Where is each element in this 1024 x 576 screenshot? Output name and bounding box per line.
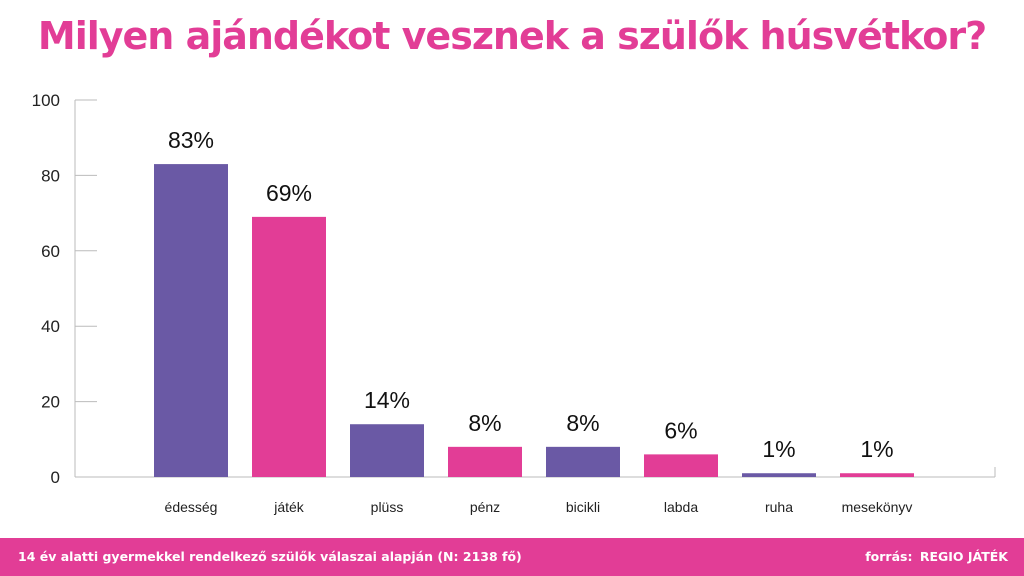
category-label: bicikli <box>566 499 600 515</box>
y-tick-label: 40 <box>41 317 60 336</box>
category-label: játék <box>273 499 305 515</box>
value-label: 6% <box>664 417 697 443</box>
y-tick-label: 60 <box>41 242 60 261</box>
value-label: 8% <box>566 410 599 436</box>
value-label: 69% <box>266 180 312 206</box>
value-label: 1% <box>762 436 795 462</box>
bar-6 <box>742 473 816 477</box>
bar-3 <box>448 446 522 477</box>
bar-4 <box>546 446 620 477</box>
category-label: labda <box>664 499 698 515</box>
y-tick-label: 0 <box>51 468 60 487</box>
category-label: mesekönyv <box>842 499 913 515</box>
bar-7 <box>840 473 914 477</box>
category-label: plüss <box>371 499 404 515</box>
source-label: forrás: <box>865 549 913 564</box>
bar-5 <box>644 454 718 477</box>
y-tick-label: 100 <box>32 91 60 110</box>
bar-0 <box>154 164 228 477</box>
category-label: pénz <box>470 499 500 515</box>
bar-1 <box>252 216 326 477</box>
value-label: 83% <box>168 127 214 153</box>
chart-title: Milyen ajándékot vesznek a szülők húsvét… <box>37 14 987 58</box>
category-label: édesség <box>165 499 218 515</box>
y-tick-label: 80 <box>41 166 60 185</box>
source-value: REGIO JÁTÉK <box>919 549 1008 564</box>
value-label: 1% <box>860 436 893 462</box>
value-label: 14% <box>364 387 410 413</box>
value-label: 8% <box>468 410 501 436</box>
y-tick-label: 20 <box>41 393 60 412</box>
footer-note: 14 év alatti gyermekkel rendelkező szülő… <box>18 549 522 564</box>
category-label: ruha <box>765 499 793 515</box>
bar-2 <box>350 424 424 477</box>
footer-source: forrás: REGIO JÁTÉK <box>865 549 1008 564</box>
footer-bar: 14 év alatti gyermekkel rendelkező szülő… <box>0 538 1024 576</box>
